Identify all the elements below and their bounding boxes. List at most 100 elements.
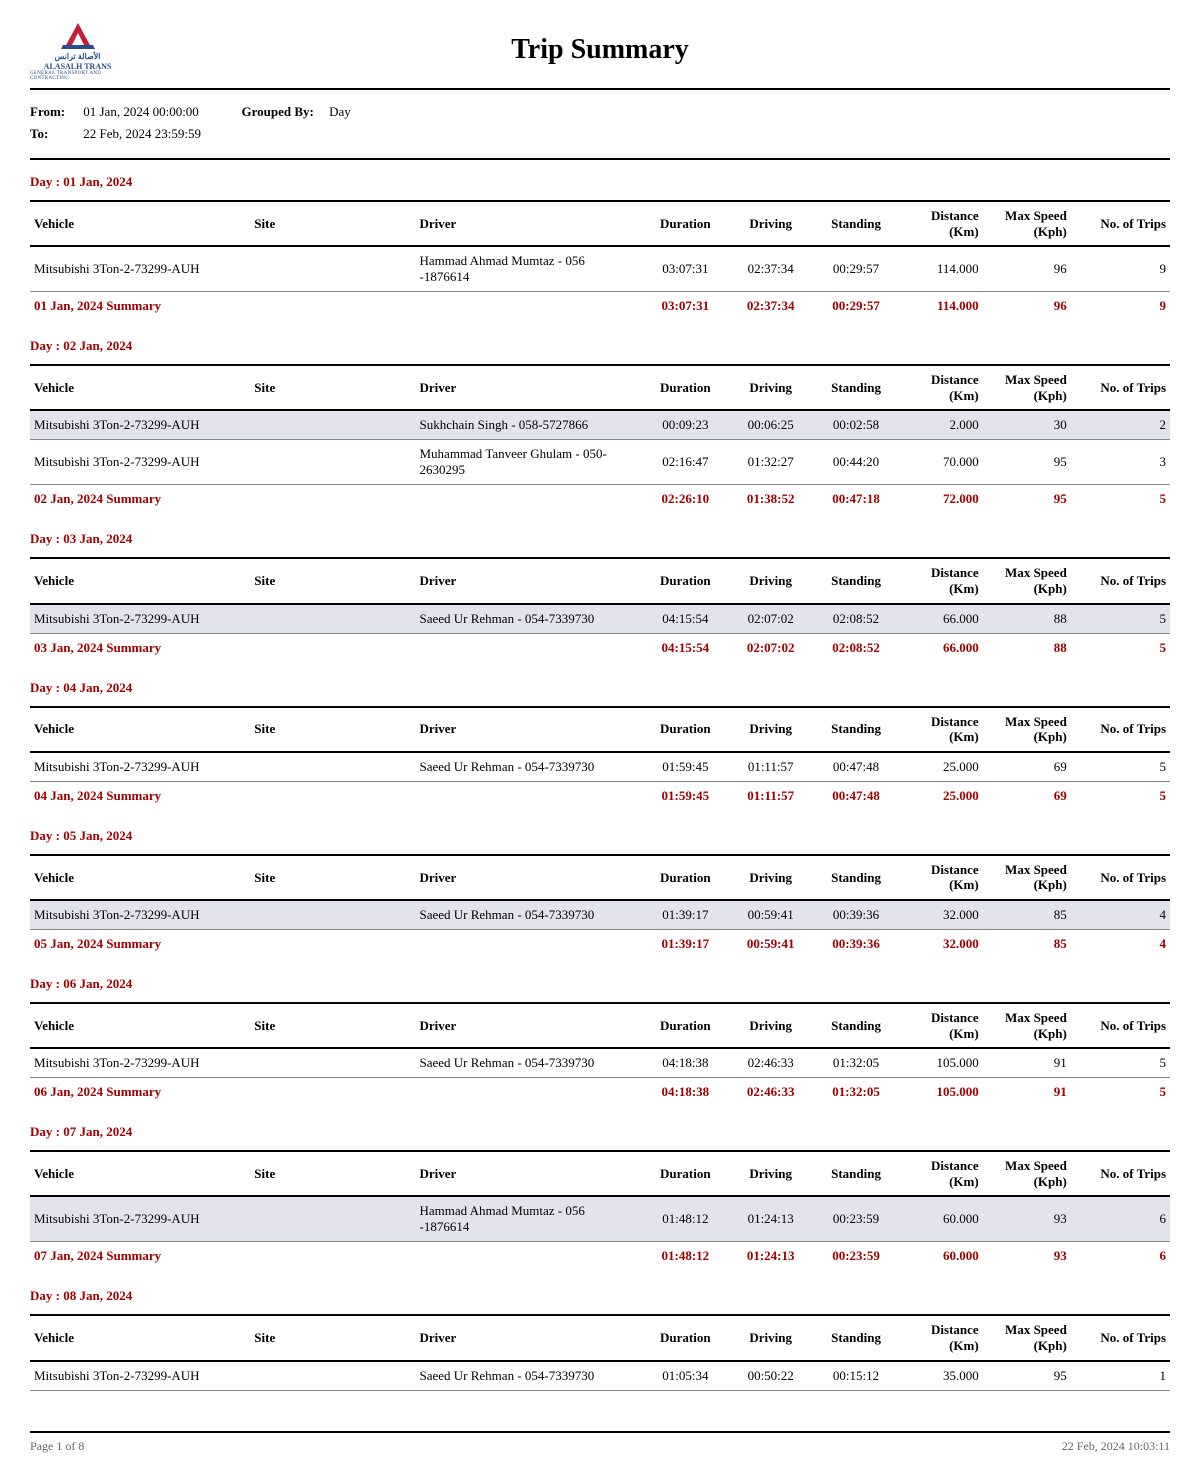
col-trips: No. of Trips [1071, 1315, 1170, 1360]
to-value: 22 Feb, 2024 23:59:59 [83, 126, 228, 142]
summary-cell: 9 [1071, 292, 1170, 321]
cell: 2.000 [900, 410, 983, 440]
cell: 5 [1071, 604, 1170, 634]
col-driving: Driving [729, 855, 812, 900]
cell: Mitsubishi 3Ton-2-73299-AUH [30, 900, 250, 930]
cell: 02:07:02 [729, 604, 812, 634]
summary-cell: 05 Jan, 2024 Summary [30, 929, 641, 958]
page-number: Page 1 of 8 [30, 1439, 84, 1454]
cell: 70.000 [900, 440, 983, 485]
day-block: Day : 04 Jan, 2024VehicleSiteDriverDurat… [30, 680, 1170, 810]
col-driver: Driver [415, 558, 641, 603]
summary-cell: 07 Jan, 2024 Summary [30, 1242, 641, 1271]
day-header: Day : 01 Jan, 2024 [30, 174, 1170, 190]
table-row: Mitsubishi 3Ton-2-73299-AUHSaeed Ur Rehm… [30, 900, 1170, 930]
summary-cell: 60.000 [900, 1242, 983, 1271]
summary-cell: 01:48:12 [641, 1242, 729, 1271]
day-header: Day : 03 Jan, 2024 [30, 531, 1170, 547]
cell: 02:16:47 [641, 440, 729, 485]
col-driver: Driver [415, 201, 641, 246]
day-header: Day : 02 Jan, 2024 [30, 338, 1170, 354]
table-row: Mitsubishi 3Ton-2-73299-AUHSaeed Ur Rehm… [30, 752, 1170, 782]
col-distance: Distance (Km) [900, 1003, 983, 1048]
trip-table: VehicleSiteDriverDurationDrivingStanding… [30, 1150, 1170, 1270]
cell: Mitsubishi 3Ton-2-73299-AUH [30, 1048, 250, 1078]
summary-cell: 6 [1071, 1242, 1170, 1271]
day-header: Day : 04 Jan, 2024 [30, 680, 1170, 696]
cell: 9 [1071, 246, 1170, 292]
col-trips: No. of Trips [1071, 1003, 1170, 1048]
col-standing: Standing [812, 707, 900, 752]
col-driver: Driver [415, 1151, 641, 1196]
summary-cell: 01:39:17 [641, 929, 729, 958]
cell: 105.000 [900, 1048, 983, 1078]
cell: Mitsubishi 3Ton-2-73299-AUH [30, 1196, 250, 1242]
col-max_speed: Max Speed (Kph) [983, 1151, 1071, 1196]
cell: 01:39:17 [641, 900, 729, 930]
trip-table: VehicleSiteDriverDurationDrivingStanding… [30, 557, 1170, 661]
col-site: Site [250, 365, 415, 410]
cell: 00:47:48 [812, 752, 900, 782]
summary-row: 06 Jan, 2024 Summary04:18:3802:46:3301:3… [30, 1078, 1170, 1107]
col-distance: Distance (Km) [900, 855, 983, 900]
cell: 01:05:34 [641, 1361, 729, 1391]
cell: 1 [1071, 1361, 1170, 1391]
col-distance: Distance (Km) [900, 365, 983, 410]
cell: Mitsubishi 3Ton-2-73299-AUH [30, 246, 250, 292]
col-max_speed: Max Speed (Kph) [983, 1003, 1071, 1048]
cell: 2 [1071, 410, 1170, 440]
summary-cell: 5 [1071, 633, 1170, 662]
cell: 60.000 [900, 1196, 983, 1242]
summary-cell: 02:37:34 [729, 292, 812, 321]
col-duration: Duration [641, 201, 729, 246]
cell: 25.000 [900, 752, 983, 782]
col-duration: Duration [641, 707, 729, 752]
table-row: Mitsubishi 3Ton-2-73299-AUH Hammad Ahmad … [30, 246, 1170, 292]
cell: 91 [983, 1048, 1071, 1078]
cell: 00:23:59 [812, 1196, 900, 1242]
col-driving: Driving [729, 1315, 812, 1360]
col-site: Site [250, 1315, 415, 1360]
cell: Hammad Ahmad Mumtaz - 056 -1876614 [415, 246, 641, 292]
summary-cell: 00:23:59 [812, 1242, 900, 1271]
from-value: 01 Jan, 2024 00:00:00 [83, 104, 228, 120]
cell: 32.000 [900, 900, 983, 930]
summary-cell: 00:47:48 [812, 781, 900, 810]
cell: 00:09:23 [641, 410, 729, 440]
day-block: Day : 02 Jan, 2024 VehicleSiteDriverDurat… [30, 338, 1170, 513]
table-row: Mitsubishi 3Ton-2-73299-AUHMuhammad Tanv… [30, 440, 1170, 485]
summary-cell: 00:29:57 [812, 292, 900, 321]
col-trips: No. of Trips [1071, 707, 1170, 752]
col-distance: Distance (Km) [900, 558, 983, 603]
cell: 88 [983, 604, 1071, 634]
cell: Sukhchain Singh - 058-5727866 [415, 410, 641, 440]
table-header-row: VehicleSiteDriverDurationDrivingStanding… [30, 201, 1170, 246]
cell: 04:18:38 [641, 1048, 729, 1078]
day-block: Day : 01 Jan, 2024 VehicleSiteDriverDurat… [30, 174, 1170, 320]
day-header: Day : 07 Jan, 2024 [30, 1124, 1170, 1140]
cell: 01:32:27 [729, 440, 812, 485]
summary-cell: 93 [983, 1242, 1071, 1271]
summary-row: 03 Jan, 2024 Summary04:15:5402:07:0202:0… [30, 633, 1170, 662]
col-vehicle: Vehicle [30, 201, 250, 246]
cell: 6 [1071, 1196, 1170, 1242]
summary-cell: 5 [1071, 485, 1170, 514]
col-site: Site [250, 855, 415, 900]
col-trips: No. of Trips [1071, 365, 1170, 410]
cell: 93 [983, 1196, 1071, 1242]
cell: 4 [1071, 900, 1170, 930]
cell: 03:07:31 [641, 246, 729, 292]
summary-cell: 01:32:05 [812, 1078, 900, 1107]
summary-cell: 88 [983, 633, 1071, 662]
summary-cell: 02:08:52 [812, 633, 900, 662]
summary-cell: 85 [983, 929, 1071, 958]
table-row: Mitsubishi 3Ton-2-73299-AUHSaeed Ur Rehm… [30, 1361, 1170, 1391]
col-duration: Duration [641, 855, 729, 900]
summary-cell: 02 Jan, 2024 Summary [30, 485, 641, 514]
grouped-by-value: Day [329, 104, 351, 120]
table-header-row: VehicleSiteDriverDurationDrivingStanding… [30, 365, 1170, 410]
cell: Saeed Ur Rehman - 054-7339730 [415, 752, 641, 782]
col-driver: Driver [415, 1003, 641, 1048]
table-header-row: VehicleSiteDriverDurationDrivingStanding… [30, 1151, 1170, 1196]
day-block: Day : 03 Jan, 2024 VehicleSiteDriverDurat… [30, 531, 1170, 661]
